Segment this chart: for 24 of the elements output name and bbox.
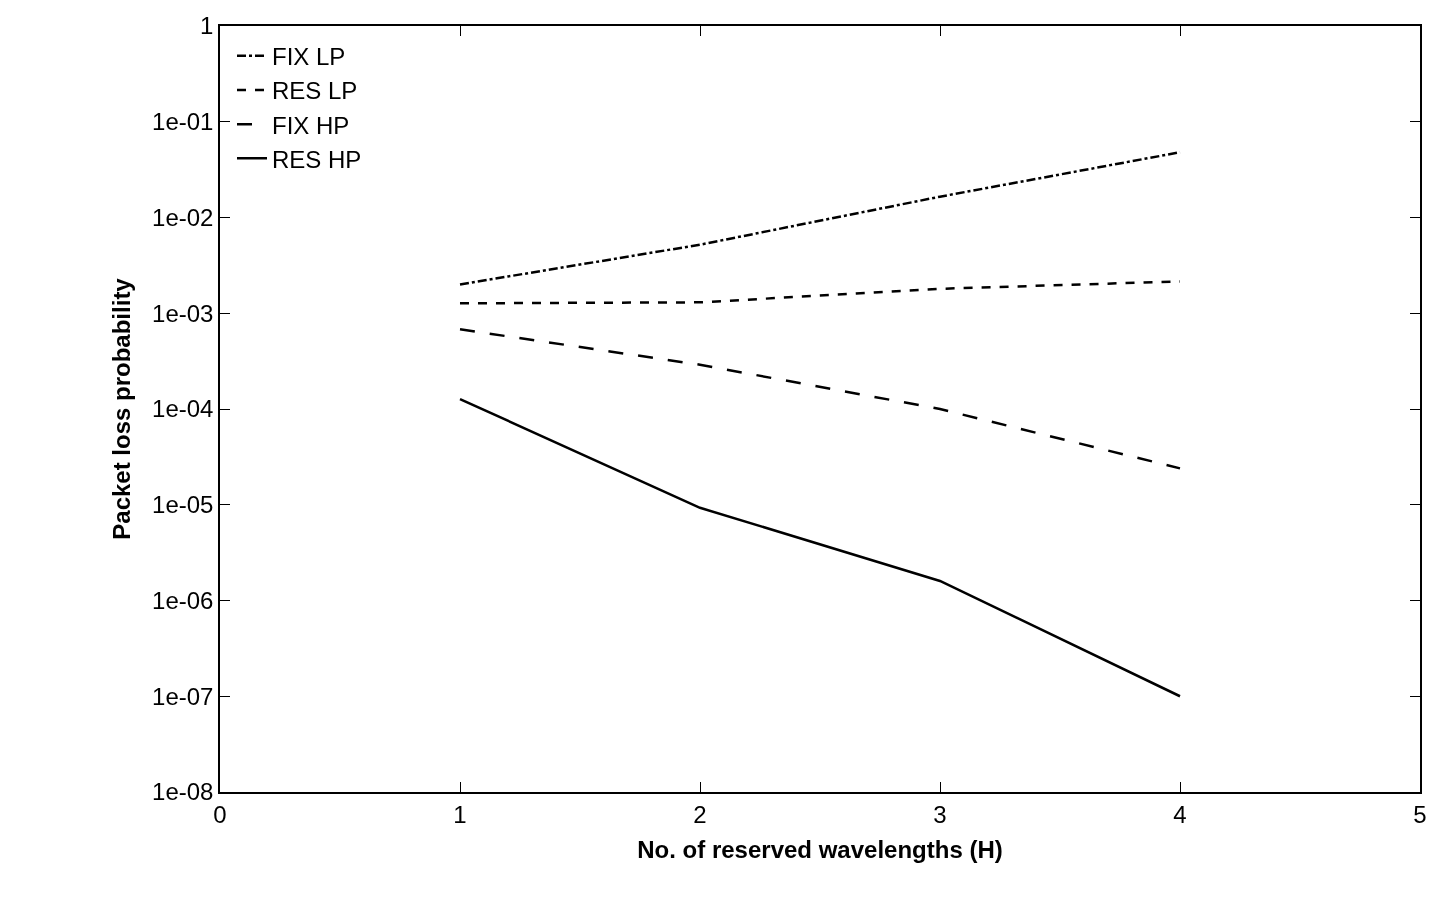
y-tick-label: 1e-02 (152, 203, 214, 231)
y-tick-label: 1e-03 (152, 299, 214, 327)
line-series (458, 328, 1182, 470)
line-series (458, 280, 1182, 305)
y-tick-label: 1e-06 (152, 586, 214, 614)
legend-label: RES HP (272, 145, 362, 173)
y-tick-label: 1e-05 (152, 491, 214, 519)
x-axis-title: No. of reserved wavelengths (H) (637, 836, 1003, 864)
x-tick-label: 1 (453, 800, 467, 828)
x-tick-label: 0 (213, 800, 227, 828)
x-tick-label: 3 (933, 800, 947, 828)
x-tick-label: 5 (1413, 800, 1427, 828)
y-tick-label: 1e-01 (152, 108, 214, 136)
legend-label: FIX LP (272, 43, 346, 71)
x-tick-label: 4 (1173, 800, 1187, 828)
y-tick-label: 1e-04 (152, 395, 214, 423)
x-tick-label: 2 (693, 800, 707, 828)
y-tick-label: 1e-08 (152, 778, 214, 806)
y-tick-label: 1e-07 (152, 682, 214, 710)
y-tick-label: 1 (200, 12, 214, 40)
legend-label: RES LP (272, 77, 358, 105)
y-axis-title: Packet loss probability (107, 277, 135, 540)
line-series (458, 397, 1182, 698)
legend-label: FIX HP (272, 111, 350, 139)
